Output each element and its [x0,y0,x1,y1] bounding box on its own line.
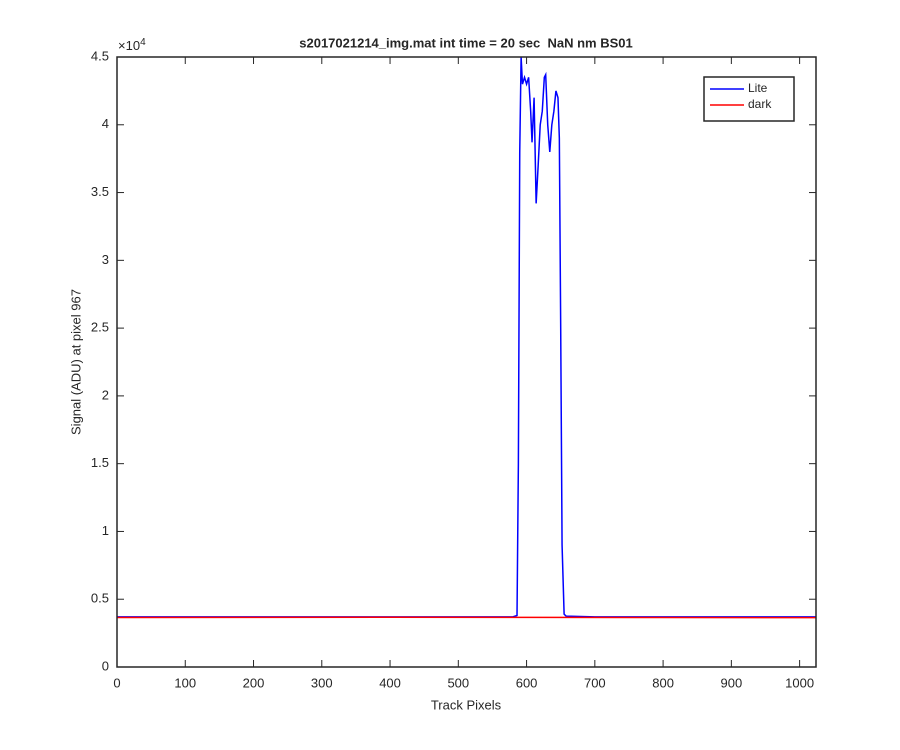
y-tick-label: 4 [102,116,109,131]
x-tick-label: 700 [584,675,606,690]
legend-label: dark [748,97,772,111]
y-tick-label: 1 [102,523,109,538]
data-line [117,57,816,618]
y-tick-label: 1.5 [91,455,109,470]
x-tick-label: 800 [652,675,674,690]
y-multiplier-exponent: 4 [140,37,146,48]
chart-title: s2017021214_img.mat int time = 20 sec Na… [299,35,633,50]
x-tick-label: 1000 [785,675,814,690]
x-tick-label: 200 [243,675,265,690]
y-axis-label: Signal (ADU) at pixel 967 [68,289,83,435]
axes-box [116,56,817,668]
x-tick-label: 500 [447,675,469,690]
y-multiplier-base: ×10 [118,38,140,53]
y-tick-label: 3 [102,252,109,267]
legend-label: Lite [748,81,768,95]
legend-box [703,76,795,122]
x-tick-label: 400 [379,675,401,690]
y-multiplier: ×104 [118,37,146,54]
y-tick-label: 2.5 [91,320,109,335]
x-tick-label: 300 [311,675,333,690]
x-tick-label: 600 [516,675,538,690]
x-tick-label: 0 [113,675,120,690]
y-tick-label: 3.5 [91,184,109,199]
x-tick-label: 900 [721,675,743,690]
y-tick-label: 0.5 [91,591,109,606]
x-tick-label: 100 [174,675,196,690]
x-axis-label: Track Pixels [431,697,502,712]
y-tick-label: 4.5 [91,48,109,63]
y-tick-label: 0 [102,658,109,673]
y-tick-label: 2 [102,387,109,402]
